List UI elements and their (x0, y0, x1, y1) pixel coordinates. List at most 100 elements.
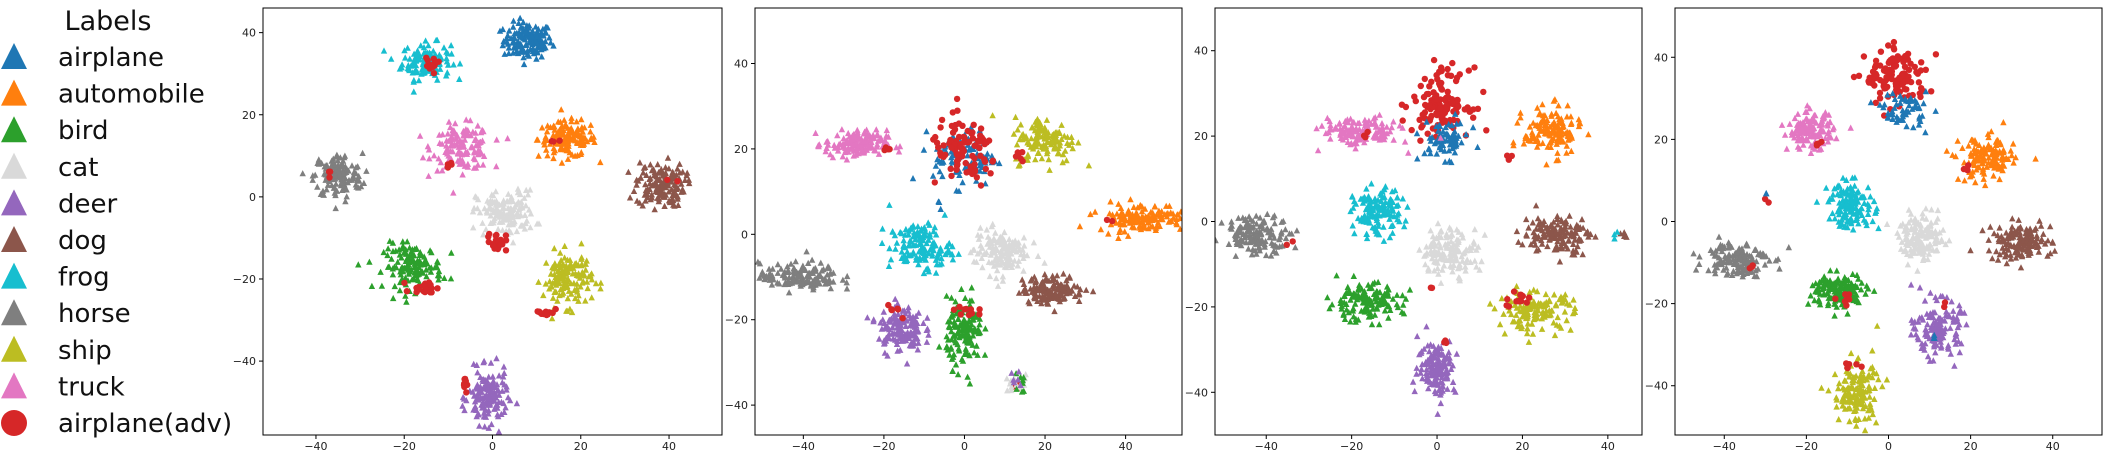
point-ship (1064, 139, 1071, 146)
point-truck (435, 155, 442, 162)
x-tick-label: 0 (961, 440, 968, 452)
point-horse (799, 264, 806, 271)
point-airplane_adv (1872, 99, 1880, 107)
point-ship (1513, 304, 1520, 311)
point-bird (1385, 286, 1392, 293)
point-dog (1554, 215, 1561, 222)
point-horse (332, 204, 339, 212)
point-airplane_adv (427, 61, 435, 69)
point-bird (1341, 315, 1349, 322)
point-truck (1340, 129, 1347, 136)
point-truck (1348, 123, 1356, 130)
point-dog (1063, 290, 1070, 297)
point-cat (1453, 240, 1461, 247)
point-ship (1039, 133, 1046, 140)
point-frog (1399, 195, 1406, 202)
point-deer (470, 360, 477, 367)
point-airplane (1915, 121, 1923, 128)
point-horse (1225, 240, 1233, 247)
point-ship (1542, 290, 1550, 298)
point-airplane_adv (1860, 53, 1868, 60)
point-deer (1017, 381, 1024, 388)
point-bird (1369, 280, 1376, 287)
point-truck (1791, 114, 1799, 122)
point-bird (1360, 299, 1368, 306)
point-frog (413, 50, 421, 58)
point-deer (1423, 323, 1430, 330)
point-cat (1416, 246, 1423, 253)
point-airplane_adv (485, 233, 492, 240)
point-automobile (581, 124, 588, 131)
point-ship (1553, 321, 1560, 328)
point-automobile (1990, 172, 1997, 179)
point-dog (1015, 289, 1023, 296)
point-truck (1796, 137, 1803, 144)
point-bird (976, 315, 983, 322)
point-cat (523, 217, 530, 224)
point-automobile (1130, 203, 1137, 210)
point-dog (1054, 279, 1061, 286)
point-automobile (1972, 179, 1979, 186)
point-frog (1611, 235, 1618, 242)
point-ship (542, 280, 549, 287)
point-deer (1418, 365, 1425, 373)
point-truck (1794, 110, 1802, 117)
point-dog (640, 169, 647, 176)
point-dog (1525, 224, 1532, 231)
point-cat (1444, 240, 1452, 247)
point-dog (630, 187, 638, 194)
point-truck (1313, 125, 1320, 132)
point-bird (1353, 292, 1360, 299)
point-airplane (1913, 99, 1920, 106)
point-ship (1032, 133, 1040, 140)
point-airplane_adv (556, 137, 563, 144)
point-automobile (1980, 154, 1988, 161)
point-automobile (1168, 217, 1175, 225)
point-ship (1014, 126, 1021, 133)
point-cat (993, 246, 1000, 253)
point-ship (582, 260, 589, 267)
point-cat (1014, 240, 1021, 247)
point-horse (315, 160, 323, 167)
point-truck (848, 145, 855, 152)
point-cat (517, 222, 525, 229)
point-cat (1034, 252, 1042, 259)
point-dog (1076, 297, 1083, 304)
point-ship (555, 267, 562, 275)
point-cat (1443, 230, 1450, 237)
point-deer (1422, 358, 1429, 366)
point-truck (871, 146, 878, 154)
point-truck (843, 156, 851, 163)
point-bird (1400, 310, 1408, 317)
plot-frame (754, 7, 1183, 436)
point-airplane (520, 60, 528, 68)
point-cat (1431, 267, 1438, 274)
point-deer (1438, 350, 1445, 357)
point-airplane_adv (955, 133, 963, 141)
point-bird (1361, 308, 1368, 315)
point-deer (1429, 359, 1437, 366)
point-deer (906, 312, 913, 319)
point-cat (1427, 242, 1435, 249)
point-airplane_adv (463, 389, 470, 396)
point-truck (864, 131, 871, 138)
point-automobile (1514, 119, 1521, 126)
point-truck (1365, 124, 1372, 131)
point-airplane_adv (1103, 216, 1111, 224)
point-deer (495, 372, 503, 379)
point-frog (949, 256, 957, 263)
point-airplane (1421, 150, 1428, 157)
point-airplane (976, 162, 984, 169)
point-truck (844, 138, 851, 145)
point-ship (552, 288, 559, 295)
point-airplane (1876, 101, 1884, 108)
point-airplane_adv (1894, 57, 1901, 64)
point-cat (1427, 227, 1434, 234)
point-truck (471, 136, 478, 144)
point-airplane_adv (1877, 48, 1885, 55)
point-dog (675, 201, 682, 208)
point-airplane_adv (981, 140, 988, 148)
point-truck (883, 132, 890, 139)
point-deer (498, 398, 505, 405)
point-automobile (1985, 154, 1992, 161)
